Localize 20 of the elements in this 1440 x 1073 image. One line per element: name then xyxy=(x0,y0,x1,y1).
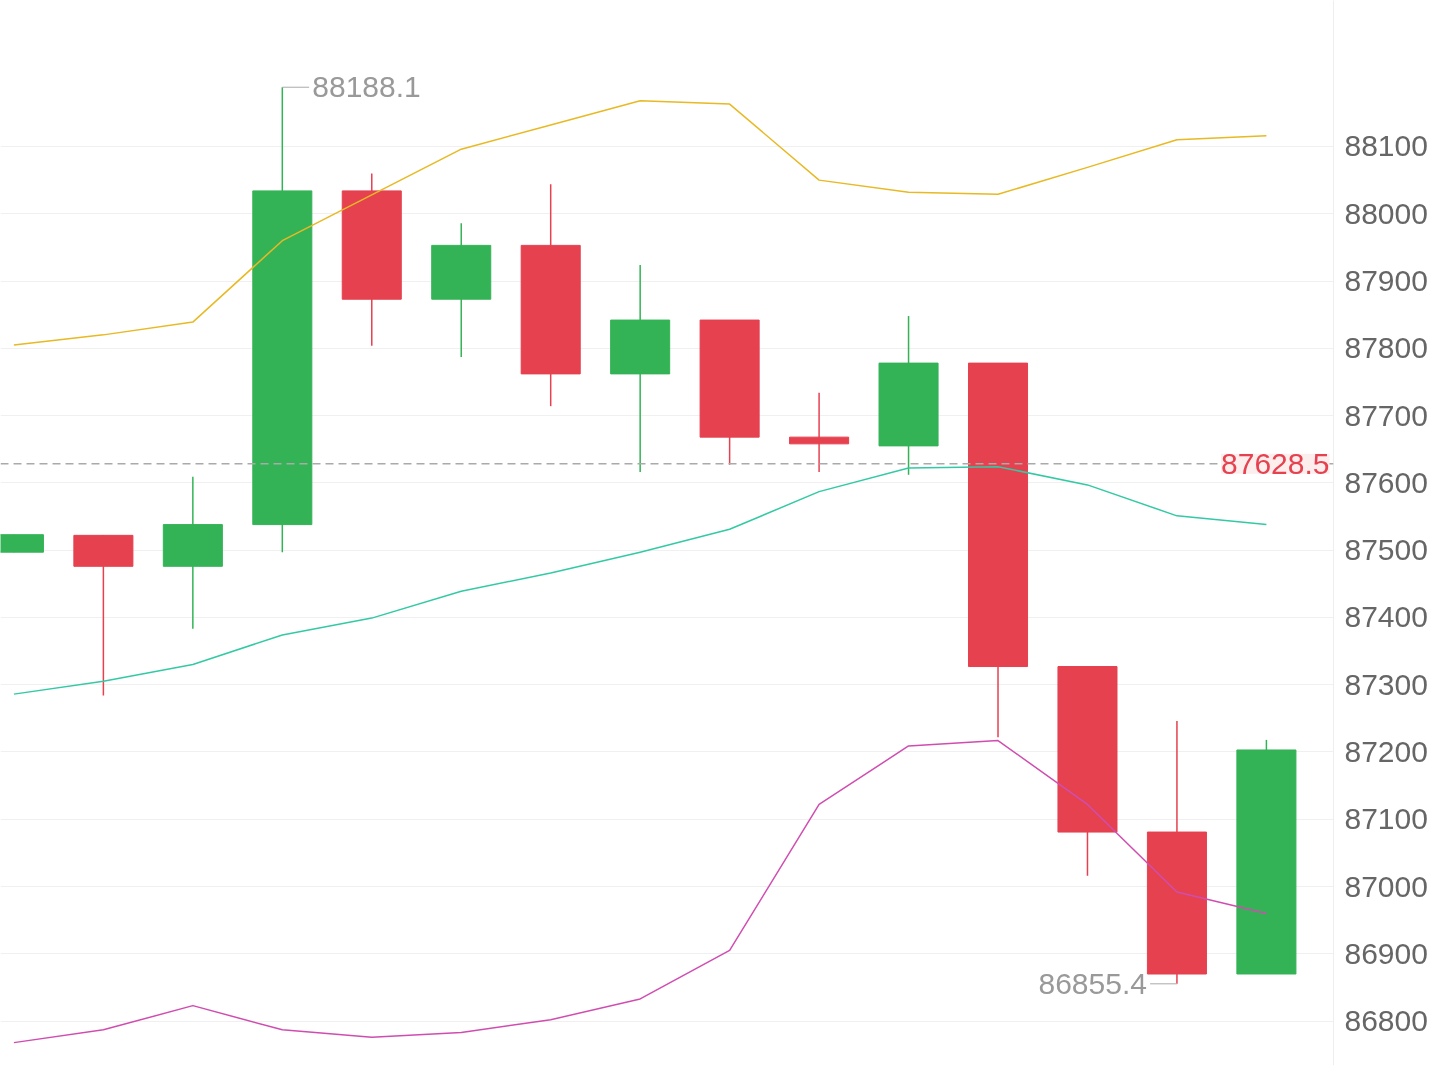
y-tick-label: 87600 xyxy=(1344,465,1428,499)
annotation: 86855.4 xyxy=(1038,966,1147,1000)
ref-line-label: 87628.5 xyxy=(1221,446,1330,480)
y-tick-label: 87100 xyxy=(1344,802,1428,836)
y-tick-label: 86900 xyxy=(1344,936,1428,970)
y-tick-label: 87400 xyxy=(1344,600,1428,634)
line-series xyxy=(13,739,1268,1044)
y-tick-label: 87700 xyxy=(1344,398,1428,432)
y-tick-label: 88100 xyxy=(1344,129,1428,163)
annotation: 88188.1 xyxy=(312,70,421,104)
y-tick-label: 87500 xyxy=(1344,533,1428,567)
line-series xyxy=(13,99,1268,346)
y-tick-label: 87000 xyxy=(1344,869,1428,903)
candlestick xyxy=(789,391,850,473)
y-tick-label: 87200 xyxy=(1344,734,1428,768)
y-tick-label: 87800 xyxy=(1344,331,1428,365)
y-tick-label: 87900 xyxy=(1344,264,1428,298)
y-tick-label: 87300 xyxy=(1344,667,1428,701)
y-tick-label: 88000 xyxy=(1344,196,1428,230)
y-tick-label: 86800 xyxy=(1344,1004,1428,1038)
